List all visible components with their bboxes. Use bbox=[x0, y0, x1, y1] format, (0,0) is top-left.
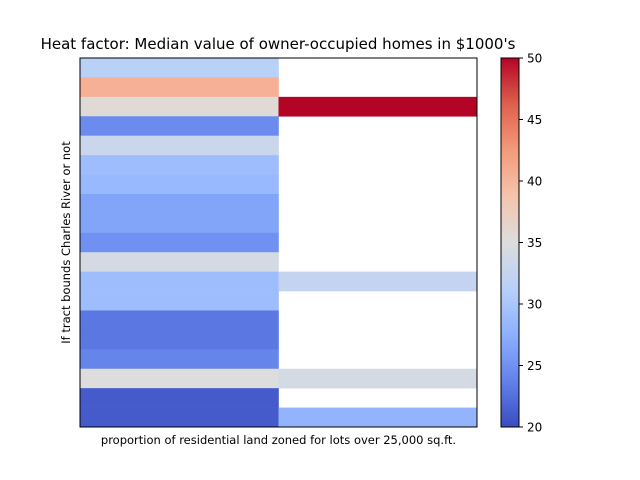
heatmap-cell bbox=[278, 271, 478, 292]
heatmap-cell bbox=[80, 135, 279, 156]
plot-frame bbox=[79, 57, 478, 428]
y-axis-label: If tract bounds Charles River or not bbox=[59, 141, 73, 344]
heatmap-cell bbox=[80, 407, 279, 428]
heatmap-cell bbox=[278, 407, 478, 428]
colorbar-tick-label: 45 bbox=[527, 113, 542, 127]
heatmap-cell bbox=[80, 271, 279, 292]
colorbar-ticks: 20 25 30 35 40 45 50 bbox=[519, 52, 542, 435]
colorbar-tick-label: 35 bbox=[527, 236, 542, 250]
colorbar bbox=[500, 57, 520, 428]
colorbar-tick-label: 30 bbox=[527, 298, 542, 312]
heatmap-cell bbox=[80, 252, 279, 272]
heatmap-cell bbox=[80, 58, 279, 78]
heatmap-cell bbox=[80, 310, 279, 331]
x-axis-label: proportion of residential land zoned for… bbox=[101, 433, 456, 447]
heatmap-cell bbox=[80, 368, 279, 389]
colorbar-tick-label: 25 bbox=[527, 359, 542, 373]
heatmap-cell bbox=[80, 349, 279, 370]
heatmap-cell bbox=[80, 213, 279, 234]
chart-title: Heat factor: Median value of owner-occup… bbox=[41, 35, 516, 53]
heatmap-cell bbox=[80, 155, 279, 175]
heatmap-cells bbox=[80, 58, 478, 428]
colorbar-tick-label: 50 bbox=[527, 52, 542, 66]
heatmap-cell bbox=[278, 96, 478, 117]
heatmap-cell bbox=[278, 368, 478, 389]
heatmap-cell bbox=[80, 116, 279, 136]
heatmap-cell bbox=[80, 193, 279, 214]
colorbar-tick-label: 40 bbox=[527, 175, 542, 189]
heatmap-cell bbox=[80, 232, 279, 253]
heatmap-cell bbox=[80, 96, 279, 117]
heatmap-cell bbox=[80, 291, 279, 311]
heatmap-cell bbox=[80, 388, 279, 408]
heatmap-cell bbox=[80, 329, 279, 350]
heatmap-cell bbox=[80, 174, 279, 195]
colorbar-tick-label: 20 bbox=[527, 421, 542, 435]
heatmap-cell bbox=[80, 77, 279, 98]
